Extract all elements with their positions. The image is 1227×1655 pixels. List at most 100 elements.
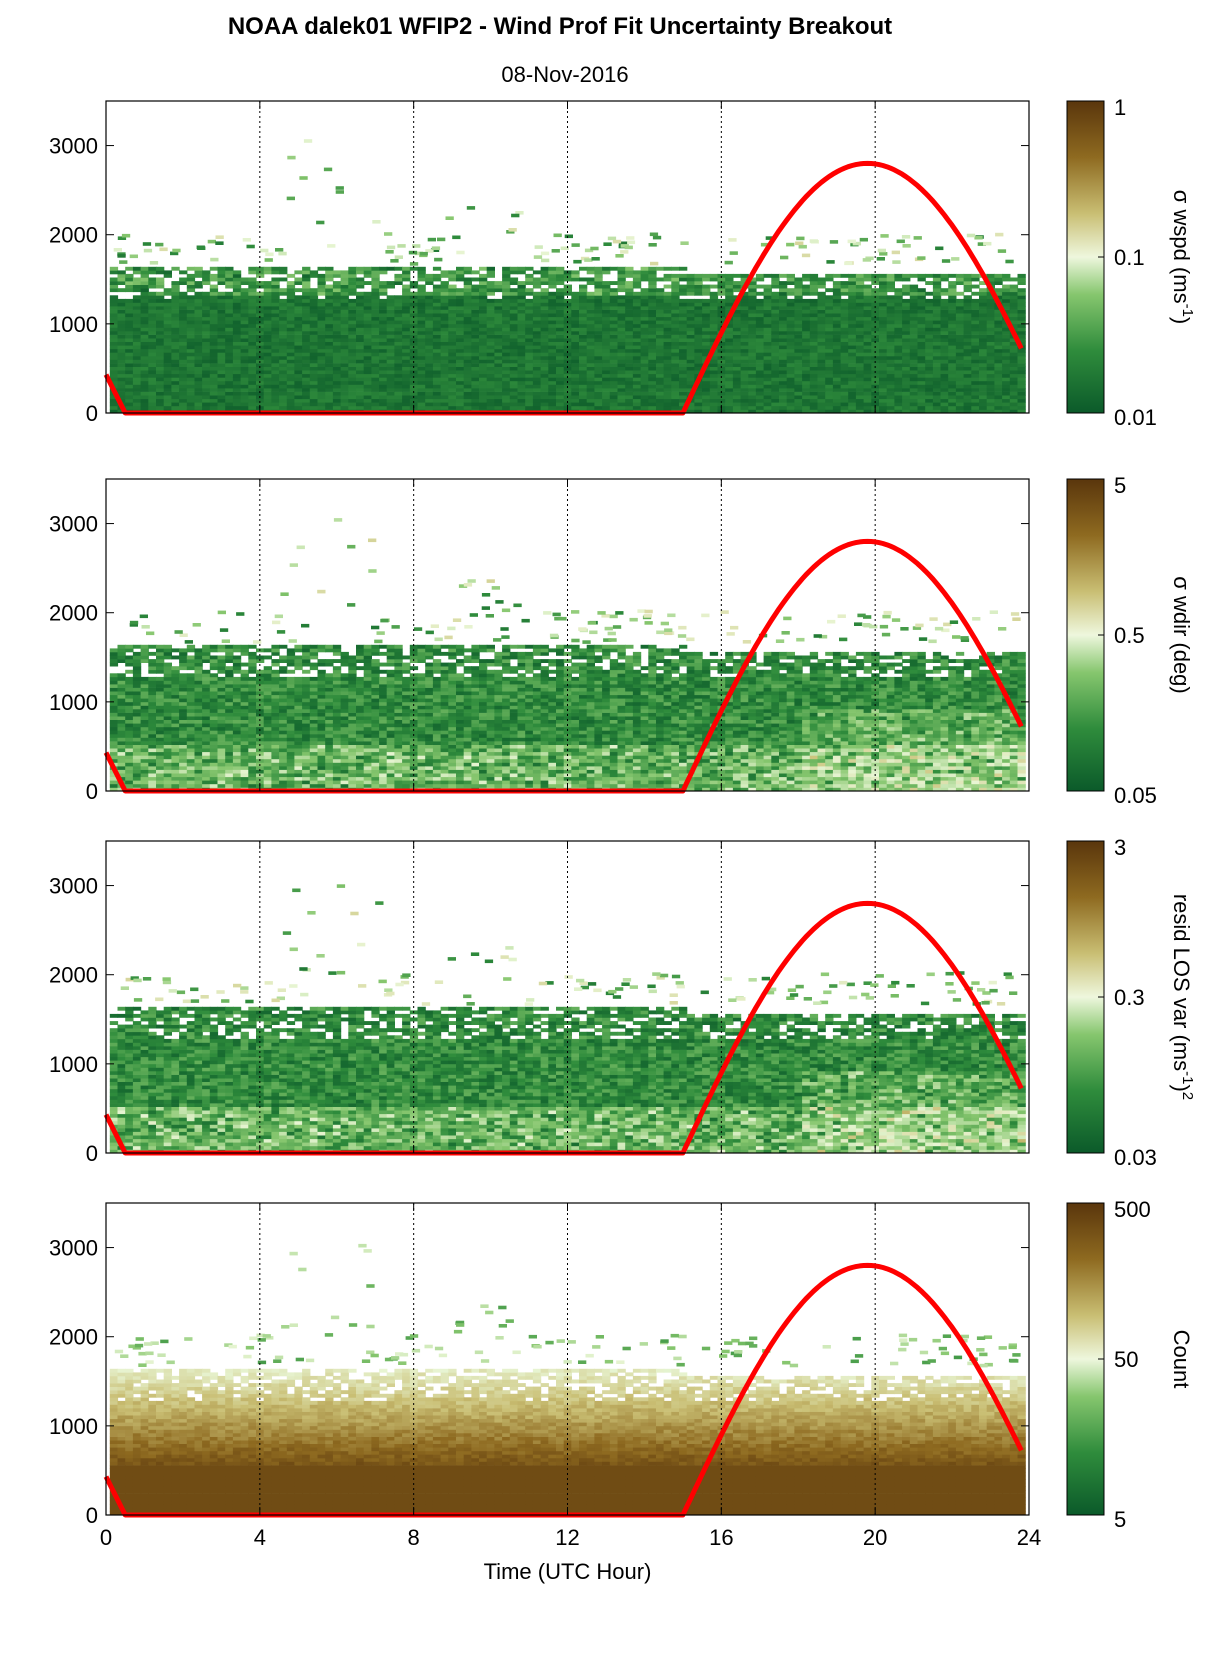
heatmap-cell <box>171 291 180 296</box>
heatmap-cell <box>348 302 357 307</box>
heatmap-cell <box>971 331 980 335</box>
heatmap-cell <box>417 284 426 289</box>
heatmap-cell <box>917 405 926 410</box>
heatmap-cell <box>225 313 234 318</box>
heatmap-cell <box>909 348 919 353</box>
heatmap-cell <box>186 352 196 357</box>
heatmap-cell <box>125 355 134 360</box>
heatmap-cell <box>694 334 703 339</box>
heatmap-cell <box>317 352 326 357</box>
heatmap-cell <box>548 355 557 360</box>
heatmap-cell <box>594 270 603 275</box>
heatmap-cell <box>109 659 119 663</box>
heatmap-cell <box>771 323 780 328</box>
heatmap-cell <box>863 348 872 353</box>
heatmap-cell <box>494 341 503 346</box>
heatmap-cell <box>425 249 434 253</box>
heatmap-cell <box>417 277 426 282</box>
heatmap-cell <box>994 359 1003 364</box>
heatmap-cell <box>702 402 711 407</box>
heatmap-cell <box>432 306 442 310</box>
heatmap-cell <box>294 338 303 342</box>
heatmap-cell <box>109 684 119 688</box>
heatmap-cell <box>109 694 119 699</box>
heatmap-cell <box>886 327 895 332</box>
heatmap-cell <box>486 370 495 375</box>
heatmap-cell <box>463 320 472 325</box>
heatmap-cell <box>271 345 280 350</box>
heatmap-cell <box>186 363 196 367</box>
heatmap-cell <box>579 266 588 271</box>
heatmap-cell <box>656 266 665 271</box>
heatmap-cell <box>1002 298 1011 303</box>
heatmap-cell <box>971 313 980 318</box>
heatmap-cell <box>902 384 911 389</box>
heatmap-cell <box>425 405 434 410</box>
heatmap-cell <box>755 348 765 353</box>
heatmap-cell <box>156 783 165 788</box>
heatmap-cell <box>125 648 134 653</box>
heatmap-cell <box>786 313 795 318</box>
heatmap-cell <box>586 373 595 378</box>
heatmap-cell <box>109 345 119 350</box>
heatmap-cell <box>225 341 234 346</box>
heatmap-cell <box>309 288 319 293</box>
heatmap-cell <box>809 355 819 360</box>
heatmap-cell <box>186 316 196 321</box>
heatmap-cell <box>448 388 457 392</box>
heatmap-cell <box>717 291 726 296</box>
heatmap-cell <box>594 266 603 271</box>
heatmap-cell <box>617 388 626 392</box>
heatmap-cell <box>109 355 119 360</box>
heatmap-cell <box>471 373 480 378</box>
heatmap-cell <box>171 348 180 353</box>
heatmap-cell <box>971 370 980 375</box>
heatmap-cell <box>855 323 865 328</box>
heatmap-cell <box>363 273 372 278</box>
heatmap-cell <box>340 405 349 410</box>
heatmap-cell <box>640 345 649 350</box>
heatmap-cell <box>409 373 419 378</box>
heatmap-cell <box>386 323 395 328</box>
heatmap-cell <box>656 295 665 300</box>
heatmap-cell <box>625 284 634 289</box>
heatmap-cell <box>148 309 157 314</box>
heatmap-cell <box>494 352 503 357</box>
heatmap-cell <box>586 341 595 346</box>
heatmap-cell <box>486 341 495 346</box>
heatmap-cell <box>332 288 342 293</box>
heatmap-cell <box>763 327 772 332</box>
heatmap-cell <box>840 355 849 360</box>
heatmap-cell <box>886 331 895 335</box>
heatmap-cell <box>215 235 224 239</box>
heatmap-cell <box>502 316 511 321</box>
heatmap-cell <box>502 295 511 300</box>
heatmap-cell <box>302 355 311 360</box>
heatmap-cell <box>648 266 657 271</box>
heatmap-cell <box>786 355 795 360</box>
heatmap-cell <box>909 298 919 303</box>
heatmap-cell <box>486 398 495 403</box>
heatmap-cell <box>748 277 757 282</box>
heatmap-cell <box>148 780 157 785</box>
heatmap-cell <box>417 306 426 310</box>
heatmap-cell <box>109 726 119 731</box>
heatmap-cell <box>586 323 595 328</box>
heatmap-cell <box>909 291 919 296</box>
heatmap-cell <box>648 391 657 396</box>
heatmap-cell <box>794 402 803 407</box>
heatmap-cell <box>448 377 457 382</box>
heatmap-cell <box>471 384 480 389</box>
heatmap-cell <box>663 395 672 400</box>
heatmap-cell <box>386 313 395 318</box>
heatmap-cell <box>794 316 803 321</box>
heatmap-cell <box>586 277 595 282</box>
heatmap-cell <box>609 266 619 271</box>
heatmap-cell <box>886 306 895 310</box>
heatmap-cell <box>340 380 349 385</box>
heatmap-cell <box>417 395 426 400</box>
heatmap-cell <box>394 398 403 403</box>
heatmap-cell <box>825 380 834 385</box>
heatmap-cell <box>902 388 911 392</box>
heatmap-cell <box>686 284 695 289</box>
